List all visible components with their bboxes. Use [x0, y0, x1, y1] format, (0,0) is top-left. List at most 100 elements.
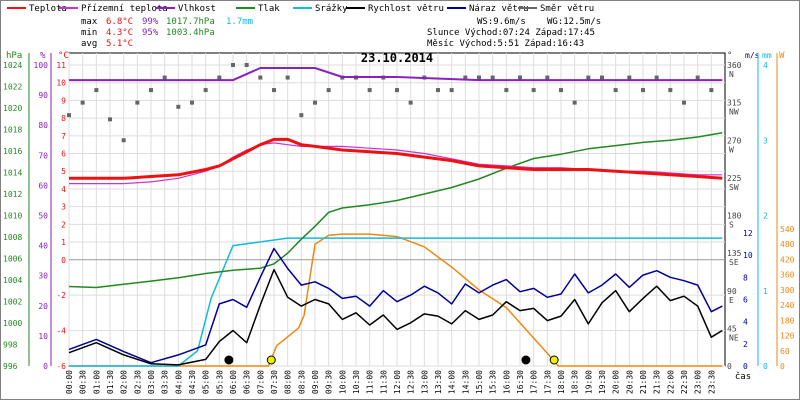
stat-humidity: 99%	[142, 17, 159, 27]
wind-direction-point	[80, 100, 85, 105]
x-tick: 20:00	[612, 370, 621, 394]
x-tick: 13:30	[434, 370, 443, 394]
wind-direction-point	[477, 75, 481, 80]
wind-direction-point	[272, 88, 276, 93]
solar-radiation-line	[69, 233, 723, 367]
x-tick: 22:30	[680, 370, 689, 394]
c-tick: 4	[61, 185, 66, 194]
pct-tick: 40	[38, 242, 48, 251]
pct-tick: 10	[38, 332, 48, 341]
c-tick: 2	[61, 220, 66, 229]
x-tick: 01:30	[106, 370, 115, 394]
chart-title: 23.10.2014	[361, 51, 433, 65]
wind-direction-point	[190, 100, 194, 105]
mm-tick: 0	[763, 362, 768, 371]
w-tick: 300	[780, 286, 795, 295]
wind-direction-point	[176, 104, 181, 109]
x-tick: 02:00	[120, 370, 129, 394]
x-tick: 04:30	[188, 370, 197, 394]
sunrise-marker	[266, 355, 276, 365]
x-tick: 04:00	[174, 370, 183, 394]
stat-pressure: 1017.7hPa	[166, 17, 215, 27]
x-tick: 08:00	[284, 370, 293, 394]
stat-rain: 1.7mm	[226, 17, 253, 27]
c-tick: 9	[61, 96, 66, 105]
legend-label: Rychlost větru	[368, 4, 444, 14]
hpa-tick: 998	[3, 341, 18, 350]
dir-label: NW	[729, 108, 739, 117]
w-axis-unit: W	[779, 51, 785, 61]
dir-tick: 135	[727, 249, 742, 258]
dir-tick: 180	[727, 212, 742, 221]
x-tick: 03:00	[147, 370, 156, 394]
legend-label: Náraz větru	[469, 4, 529, 14]
dir-label: W	[729, 145, 734, 154]
x-tick: 12:00	[393, 370, 402, 394]
dir-label: E	[729, 296, 734, 305]
legend-label: Přízemní teplota	[81, 4, 168, 14]
c-tick: 5	[61, 167, 66, 176]
w-tick: 480	[780, 240, 795, 249]
x-tick: 12:30	[407, 370, 416, 394]
x-tick: 16:00	[502, 370, 511, 394]
x-tick: 16:30	[516, 370, 525, 394]
dir-tick: 90	[727, 287, 737, 296]
ms-tick: 4	[743, 318, 748, 327]
mm-tick: 3	[763, 136, 768, 145]
x-axis-label: čas	[735, 371, 751, 382]
dir-label: SW	[729, 183, 739, 192]
hpa-tick: 1024	[3, 61, 22, 70]
hpa-tick: 1020	[3, 104, 22, 113]
c-tick: 6	[61, 150, 66, 159]
pct-tick: 70	[38, 151, 48, 160]
wind-direction-point	[682, 100, 686, 105]
x-tick: 19:00	[584, 370, 593, 394]
mm-axis-unit: mm	[762, 51, 772, 60]
pct-tick: 80	[38, 121, 48, 130]
wind-direction-point	[217, 75, 222, 80]
ms-tick: 10	[743, 251, 753, 260]
ms-tick: 0	[743, 362, 748, 371]
moon-info: Měsíc Východ:5:51 Západ:16:43	[427, 39, 584, 49]
c-tick: 3	[61, 203, 66, 212]
legend-label: Srážky	[315, 4, 348, 14]
stat-temp: 4.3°C	[106, 28, 133, 38]
x-tick: 21:00	[639, 370, 648, 394]
w-tick: 360	[780, 271, 795, 280]
x-tick: 02:30	[133, 370, 142, 394]
x-tick: 06:30	[243, 370, 252, 394]
wind-direction-point	[299, 113, 304, 118]
x-tick: 05:30	[215, 370, 224, 394]
x-tick: 18:30	[571, 370, 580, 394]
ms-tick: 2	[743, 340, 748, 349]
wind-direction-point	[258, 75, 263, 80]
stat-humidity: 95%	[142, 28, 159, 38]
wind-direction-point	[572, 100, 577, 105]
sun-info: Slunce Východ:07:24 Západ:17:45	[427, 28, 595, 38]
wind-direction-point	[641, 88, 645, 93]
stat-label: min	[81, 28, 97, 38]
wind-gust-line	[68, 247, 723, 364]
moonrise-marker	[224, 355, 234, 365]
x-tick: 21:30	[653, 370, 662, 394]
dir-tick: 225	[727, 174, 742, 183]
x-tick: 07:00	[256, 370, 265, 394]
wind-direction-point	[613, 88, 618, 93]
dir-tick: 45	[727, 324, 737, 333]
pct-tick: 30	[38, 272, 48, 281]
wind-direction-point	[627, 75, 632, 80]
hpa-axis-unit: hPa	[6, 51, 22, 61]
pct-tick: 60	[38, 181, 48, 190]
x-tick: 00:00	[65, 370, 74, 394]
wind-direction-point	[559, 88, 563, 93]
wind-direction-point	[668, 88, 673, 93]
x-tick: 22:00	[666, 370, 675, 394]
wind-direction-point	[313, 100, 317, 105]
x-tick: 11:30	[379, 370, 388, 394]
wind-direction-point	[531, 88, 536, 93]
pct-tick: 100	[34, 61, 49, 70]
wind-direction-point	[162, 75, 167, 80]
dir-tick: 0	[727, 362, 732, 371]
legend-label: Teplota	[29, 4, 67, 14]
